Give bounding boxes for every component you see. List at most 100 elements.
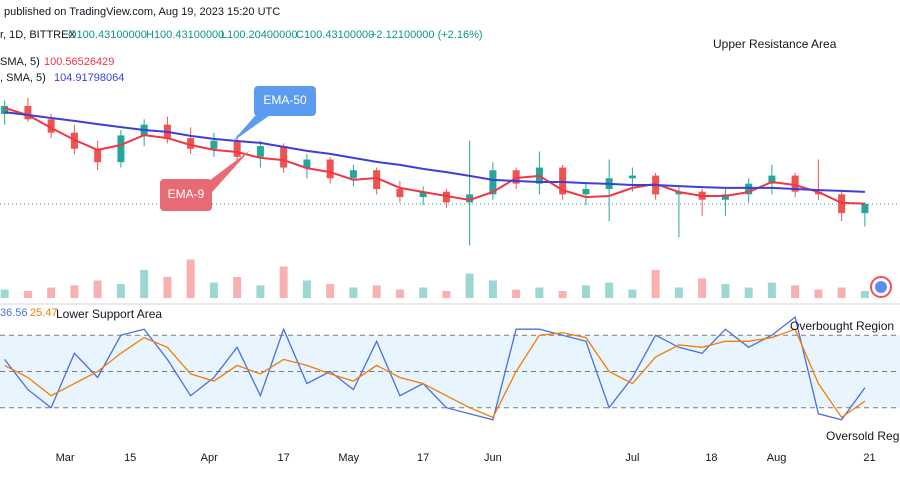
candle-body (303, 159, 311, 168)
ohlc-open: O100.43100000 (68, 29, 147, 41)
x-tick-label: 17 (278, 452, 290, 464)
callout-pointer (205, 150, 250, 200)
volume-bar (349, 287, 358, 298)
volume-bar (302, 280, 311, 298)
volume-bar (326, 284, 335, 298)
annotation: Oversold Region (826, 429, 900, 443)
volume-bar (116, 284, 125, 298)
volume-bar (814, 289, 823, 298)
oscillator-line (4, 315, 866, 421)
published-note: published on TradingView.com, Aug 19, 20… (4, 6, 280, 18)
candle-body (373, 170, 381, 190)
oscillator-line (4, 328, 866, 419)
volume-bar (256, 285, 265, 298)
volume-bar (279, 266, 288, 298)
volume-bar (767, 282, 776, 298)
candle-body (24, 105, 32, 120)
x-tick-label: Jul (625, 452, 639, 464)
ohlc-high: H100.43100000 (146, 29, 224, 41)
callout-label: EMA-50 (263, 93, 307, 107)
volume-bar (628, 289, 637, 298)
annotation: Lower Support Area (56, 307, 162, 321)
candle-body (210, 140, 218, 149)
volume-bar (465, 273, 474, 298)
x-tick-label: 18 (705, 452, 717, 464)
volume-bar (209, 282, 218, 298)
volume-bar (442, 291, 451, 298)
legend-name: , SMA, 5) (0, 72, 46, 84)
volume-bar (744, 287, 753, 298)
candle-body (675, 191, 683, 195)
candle-body (94, 148, 102, 163)
annotation: Overbought Region (790, 319, 894, 333)
ohlc-change: +2.12100000 (+2.16%) (370, 29, 483, 41)
x-tick-label: 17 (417, 452, 429, 464)
volume-bar (93, 280, 102, 298)
legend-value: 100.56526429 (44, 56, 114, 68)
candle-body (117, 135, 125, 163)
ma-line (4, 111, 865, 193)
volume-bar (233, 277, 242, 298)
ohlc-close: C100.43100000 (296, 29, 374, 41)
volume-bar (581, 285, 590, 298)
candle-body (791, 175, 799, 192)
volume-bar (0, 289, 9, 298)
volume-bar (23, 291, 32, 298)
legend-value: 104.91798064 (54, 72, 124, 84)
annotation: Upper Resistance Area (713, 37, 837, 51)
volume-bar (140, 270, 149, 298)
candle-body (280, 146, 288, 168)
candle-body (233, 140, 241, 157)
candle-body (419, 191, 427, 198)
x-tick-label: Mar (56, 452, 75, 464)
candle-body (489, 170, 497, 195)
x-tick-label: May (338, 452, 359, 464)
candle-body (628, 175, 636, 179)
x-tick-label: Apr (201, 452, 218, 464)
symbol: r, 1D, BITTREX (0, 29, 76, 41)
x-tick-label: 15 (124, 452, 136, 464)
volume-bar (186, 259, 195, 298)
candle-body (721, 194, 729, 200)
candle-body (745, 183, 753, 195)
candle-body (559, 167, 567, 195)
candle-body (582, 189, 590, 195)
flag-icon-inner (875, 281, 887, 293)
legend-name: SMA, 5) (0, 56, 40, 68)
candle-body (187, 138, 195, 149)
ohlc-low: L100.20400000 (221, 29, 297, 41)
volume-bar (674, 287, 683, 298)
volume-bar (70, 285, 79, 298)
callout-box (160, 179, 212, 211)
candle-body (47, 119, 55, 133)
volume-bar (651, 270, 660, 298)
volume-bar (512, 289, 521, 298)
volume-bar (605, 282, 614, 298)
volume-bar (47, 287, 56, 298)
volume-bar (860, 291, 869, 298)
volume-bar (791, 285, 800, 298)
volume-bar (558, 291, 567, 298)
volume-bar (721, 284, 730, 298)
volume-bar (163, 277, 172, 298)
callout-label: EMA-9 (168, 187, 205, 201)
volume-bar (698, 278, 707, 298)
candle-body (396, 189, 404, 198)
oscillator-value: 36.56 (0, 307, 28, 319)
candle-body (512, 170, 520, 184)
ma-line (4, 107, 865, 205)
callout-box (254, 86, 316, 116)
callout-pointer (232, 108, 280, 142)
x-tick-label: Jun (484, 452, 502, 464)
volume-bar (419, 287, 428, 298)
candle-body (349, 170, 357, 179)
candle-body (326, 159, 334, 179)
candle-body (442, 191, 450, 203)
volume-bar (535, 287, 544, 298)
candle-body (466, 194, 474, 203)
candle-body (768, 175, 776, 184)
volume-bar (372, 285, 381, 298)
